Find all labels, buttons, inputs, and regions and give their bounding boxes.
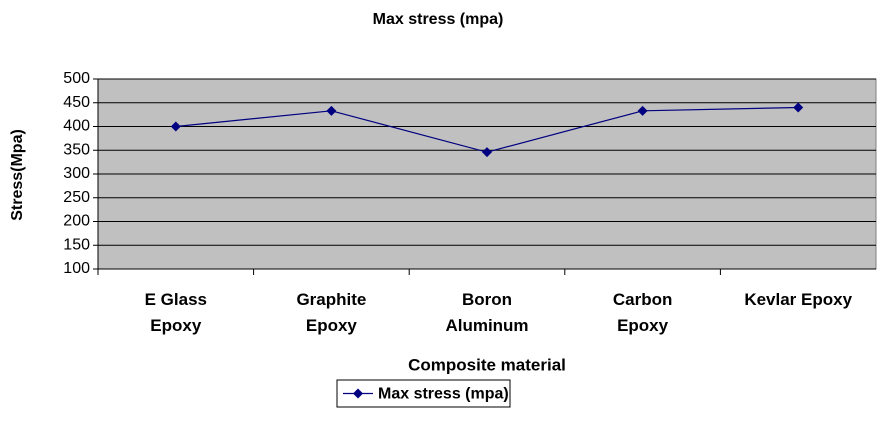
- marker: [482, 147, 492, 158]
- y-tick-label: 200: [63, 213, 90, 230]
- chart-title: Max stress (mpa): [373, 11, 504, 28]
- y-tick-label: 150: [63, 236, 90, 253]
- legend-marker: [353, 388, 363, 399]
- y-tick-label: 250: [63, 189, 90, 206]
- x-tick-label: Graphite Epoxy: [296, 290, 367, 335]
- y-tick-label: 100: [63, 260, 90, 277]
- y-tick-label: 500: [63, 70, 90, 87]
- x-axis-title: Composite material: [408, 355, 566, 374]
- x-tick-label: E Glass Epoxy: [144, 290, 207, 335]
- y-axis-title: Stress(Mpa): [9, 129, 26, 221]
- y-tick-label: 450: [63, 94, 90, 111]
- x-tick-label: Kevlar Epoxy: [744, 290, 853, 309]
- y-tick-label: 350: [63, 141, 90, 158]
- x-tick-label: Boron Aluminum: [445, 290, 529, 335]
- y-tick-label: 400: [63, 118, 90, 135]
- marker: [637, 105, 648, 116]
- marker: [170, 121, 181, 132]
- marker: [326, 105, 337, 116]
- marker: [793, 102, 804, 113]
- y-tick-label: 300: [63, 165, 90, 182]
- legend-label: Max stress (mpa): [378, 386, 509, 403]
- x-tick-label: Carbon Epoxy: [612, 290, 673, 335]
